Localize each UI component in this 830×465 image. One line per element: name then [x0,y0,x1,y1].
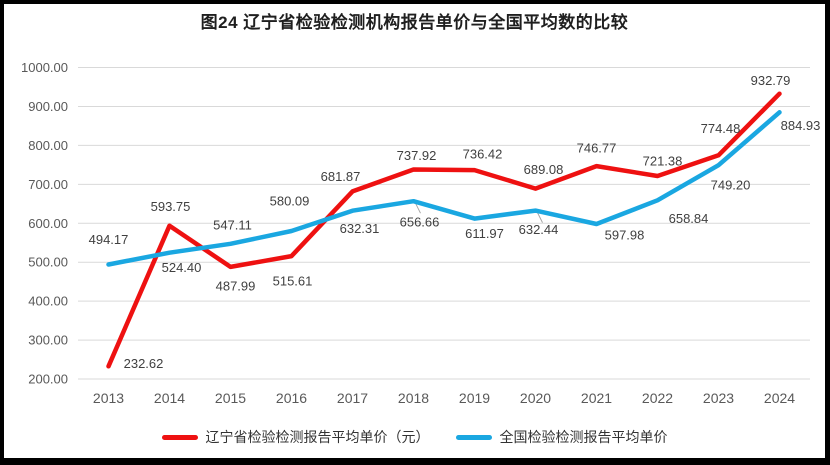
svg-text:611.97: 611.97 [465,226,504,241]
svg-text:2024: 2024 [764,390,795,406]
svg-text:721.38: 721.38 [643,153,683,168]
svg-text:400.00: 400.00 [28,294,68,309]
svg-text:547.11: 547.11 [213,217,252,232]
svg-text:632.44: 632.44 [519,222,559,237]
chart-title: 图24 辽宁省检验检测机构报告单价与全国平均数的比较 [200,13,629,32]
svg-text:2014: 2014 [154,390,185,406]
gridlines [78,67,810,380]
svg-text:737.92: 737.92 [397,148,437,163]
y-axis-labels: 200.00 300.00 400.00 500.00 600.00 700.00 800.… [21,60,68,387]
svg-text:736.42: 736.42 [463,147,503,162]
leader-lines [415,202,543,223]
svg-text:524.40: 524.40 [162,260,202,275]
svg-text:632.31: 632.31 [340,221,380,236]
svg-text:200.00: 200.00 [28,372,68,387]
x-axis-labels: 2013 2014 2015 2016 2017 2018 2019 2020 2021 2022… [93,390,795,406]
svg-text:300.00: 300.00 [28,333,68,348]
svg-text:689.08: 689.08 [524,162,564,177]
svg-text:232.62: 232.62 [124,356,164,371]
svg-text:658.84: 658.84 [669,211,709,226]
svg-text:2019: 2019 [459,390,490,406]
svg-text:580.09: 580.09 [270,194,310,209]
svg-text:2013: 2013 [93,390,124,406]
svg-text:487.99: 487.99 [216,278,256,293]
svg-text:932.79: 932.79 [751,73,791,88]
legend-label-liaoning: 辽宁省检验检测报告平均单价（元） [205,429,430,445]
svg-text:600.00: 600.00 [28,216,68,231]
svg-text:884.93: 884.93 [781,118,821,133]
svg-text:597.98: 597.98 [605,228,645,243]
svg-text:2018: 2018 [398,390,429,406]
line-chart-canvas: 200.00 300.00 400.00 500.00 600.00 700.00 800.… [21,60,821,406]
svg-text:2020: 2020 [520,390,551,406]
svg-text:700.00: 700.00 [28,177,68,192]
svg-text:2017: 2017 [337,390,368,406]
svg-text:500.00: 500.00 [28,255,68,270]
legend-label-national: 全国检验检测报告平均单价 [499,429,668,445]
legend-item-liaoning: 辽宁省检验检测报告平均单价（元） [161,427,430,447]
svg-text:681.87: 681.87 [321,169,361,184]
svg-text:800.00: 800.00 [28,138,68,153]
data-labels-liaoning: 232.62 593.75 487.99 515.61 681.87 737.92 736.… [124,73,791,371]
svg-text:593.75: 593.75 [151,199,191,214]
series-line-national [106,110,782,267]
legend-item-national: 全国检验检测报告平均单价 [455,427,668,447]
svg-text:900.00: 900.00 [28,99,68,114]
svg-text:1000.00: 1000.00 [21,60,68,75]
data-labels-national: 494.17 524.40 547.11 580.09 632.31 656.66 611.… [89,118,821,275]
svg-text:2021: 2021 [581,390,612,406]
legend-line-swatch-blue [455,434,492,440]
svg-text:2023: 2023 [703,390,734,406]
svg-text:515.61: 515.61 [273,274,313,289]
svg-text:2022: 2022 [642,390,673,406]
svg-text:774.48: 774.48 [701,121,741,136]
svg-text:2015: 2015 [215,390,246,406]
svg-text:494.17: 494.17 [89,232,129,247]
chart-legend: 辽宁省检验检测报告平均单价（元） 全国检验检测报告平均单价 [4,427,825,447]
svg-text:749.20: 749.20 [711,178,751,193]
svg-text:2016: 2016 [276,390,307,406]
legend-line-swatch-red [161,434,198,440]
svg-text:656.66: 656.66 [400,215,440,230]
svg-text:746.77: 746.77 [577,141,617,156]
series-line-liaoning [106,91,782,369]
